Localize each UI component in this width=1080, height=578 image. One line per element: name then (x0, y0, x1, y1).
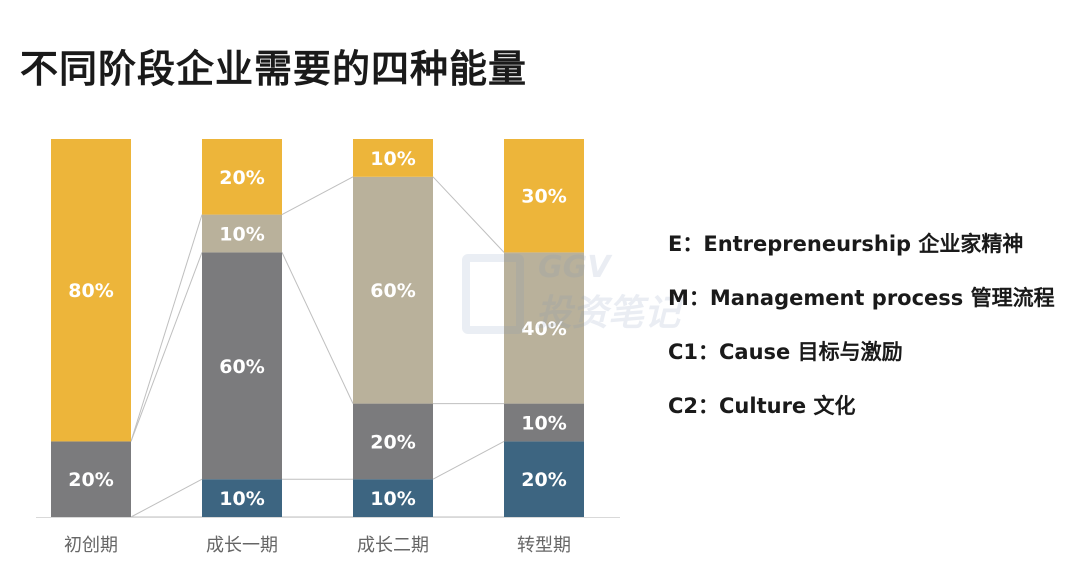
segment-label-c1-3: 10% (521, 413, 566, 435)
segment-label-e-1: 20% (219, 167, 264, 189)
segment-label-e-2: 10% (370, 148, 415, 170)
legend-item-m: M：Management process 管理流程 (668, 286, 1055, 310)
bar-segment-c1-3 (504, 403, 584, 442)
bar-segment-c1-1 (202, 252, 282, 480)
bar-segment-c2-1 (202, 479, 282, 517)
chart-title: 不同阶段企业需要的四种能量 (20, 47, 528, 91)
bars (51, 139, 584, 517)
bar-segment-e-0 (51, 139, 131, 442)
segment-labels: 20% 80% 10% 60% 10% 20% 10% 20% 60% 10% 20% 10% 40% 3… (68, 148, 566, 510)
segment-label-m-3: 40% (521, 318, 566, 340)
connector-line-0-1 (130, 478, 203, 518)
bar-segment-c2-2 (353, 479, 433, 517)
legend: E：Entrepreneurship 企业家精神 M：Management pr… (668, 228, 1055, 444)
bar-segment-m-1 (202, 214, 282, 253)
segment-label-c1-1: 60% (219, 356, 264, 378)
category-label-3: 转型期 (517, 535, 571, 556)
connector-line-0-2 (130, 252, 203, 442)
connector-lines (130, 176, 505, 518)
bar-segment-c1-2 (353, 403, 433, 480)
category-labels: 初创期 成长一期 成长二期 转型期 (64, 535, 571, 556)
connector-line-2-3 (432, 176, 505, 253)
segment-label-c2-2: 10% (370, 488, 415, 510)
bar-segment-e-2 (353, 139, 433, 177)
segment-label-c1-2: 20% (370, 431, 415, 453)
bar-segment-e-3 (504, 139, 584, 253)
legend-item-c1: C1：Cause 目标与激励 (668, 340, 903, 364)
category-label-1: 成长一期 (206, 535, 278, 556)
legend-item-e: E：Entrepreneurship 企业家精神 (668, 232, 1024, 256)
bar-segment-c1-0 (51, 441, 131, 517)
bar-segment-e-1 (202, 139, 282, 215)
segment-label-c1-0: 20% (68, 469, 113, 491)
segment-label-e-0: 80% (68, 280, 113, 302)
connector-line-2-1 (432, 440, 505, 480)
legend-item-c2: C2：Culture 文化 (668, 394, 856, 418)
segment-label-c2-3: 20% (521, 469, 566, 491)
bar-segment-c2-3 (504, 441, 584, 517)
segment-label-m-2: 60% (370, 280, 415, 302)
connector-line-1-3 (281, 176, 354, 216)
connector-line-1-2 (281, 252, 354, 404)
category-label-0: 初创期 (64, 535, 118, 556)
category-label-2: 成长二期 (357, 535, 429, 556)
segment-label-c2-1: 10% (219, 488, 264, 510)
bar-segment-m-3 (504, 252, 584, 404)
bar-segment-m-2 (353, 176, 433, 404)
connector-line-0-3 (130, 214, 203, 442)
segment-label-m-1: 10% (219, 224, 264, 246)
segment-label-e-3: 30% (521, 186, 566, 208)
